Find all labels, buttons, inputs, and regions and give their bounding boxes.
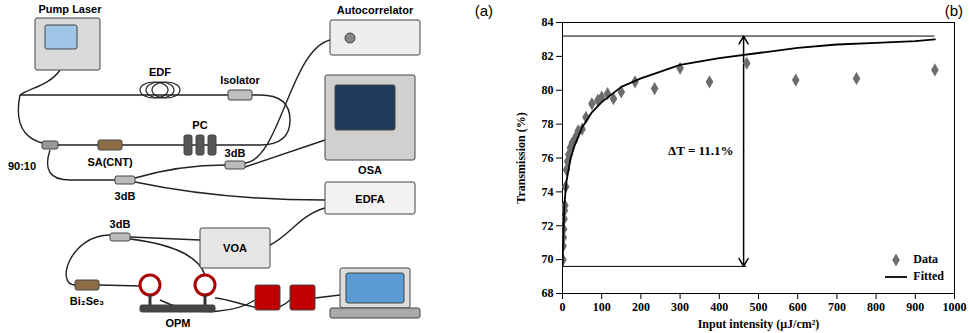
svg-text:3dB: 3dB xyxy=(115,190,136,202)
svg-text:3dB: 3dB xyxy=(110,218,131,230)
svg-text:82: 82 xyxy=(542,49,554,63)
svg-text:500: 500 xyxy=(750,300,768,314)
svg-text:400: 400 xyxy=(710,300,728,314)
html-text:Fitted: Fitted xyxy=(913,269,944,283)
svg-text:OPM: OPM xyxy=(165,317,190,329)
svg-text:84: 84 xyxy=(542,15,554,29)
svg-text:EDFA: EDFA xyxy=(355,193,384,205)
svg-text:900: 900 xyxy=(906,300,924,314)
svg-text:Transmission (%): Transmission (%) xyxy=(514,112,528,203)
svg-text:OSA: OSA xyxy=(358,164,382,176)
svg-text:200: 200 xyxy=(632,300,650,314)
svg-text:90:10: 90:10 xyxy=(8,160,36,172)
svg-text:Bi₂Se₃: Bi₂Se₃ xyxy=(70,295,104,307)
svg-text:Autocorrelator: Autocorrelator xyxy=(337,4,414,16)
svg-text:600: 600 xyxy=(789,300,807,314)
svg-text:72: 72 xyxy=(542,219,554,233)
svg-text:1000: 1000 xyxy=(943,300,967,314)
svg-text:PC: PC xyxy=(192,119,207,131)
html-text:Data: Data xyxy=(913,252,938,266)
svg-text:78: 78 xyxy=(542,117,554,131)
svg-text:300: 300 xyxy=(671,300,689,314)
svg-text:76: 76 xyxy=(542,151,554,165)
html-text:(a): (a) xyxy=(474,2,493,19)
svg-text:Isolator: Isolator xyxy=(220,74,260,86)
svg-text:3dB: 3dB xyxy=(225,147,246,159)
svg-text:Input intensity (μJ/cm²): Input intensity (μJ/cm²) xyxy=(698,317,820,331)
svg-text:0: 0 xyxy=(560,300,566,314)
svg-text:VOA: VOA xyxy=(223,242,247,254)
svg-text:700: 700 xyxy=(828,300,846,314)
svg-text:70: 70 xyxy=(542,252,554,266)
svg-text:EDF: EDF xyxy=(149,66,171,78)
svg-text:80: 80 xyxy=(542,83,554,97)
svg-text:68: 68 xyxy=(542,286,554,300)
svg-text:SA(CNT): SA(CNT) xyxy=(87,156,133,168)
svg-text:Pump Laser: Pump Laser xyxy=(39,3,103,15)
svg-text:800: 800 xyxy=(867,300,885,314)
svg-text:ΔT = 11.1%: ΔT = 11.1% xyxy=(668,143,734,158)
svg-text:74: 74 xyxy=(542,185,554,199)
html-text:(b): (b) xyxy=(944,2,963,19)
svg-text:100: 100 xyxy=(593,300,611,314)
